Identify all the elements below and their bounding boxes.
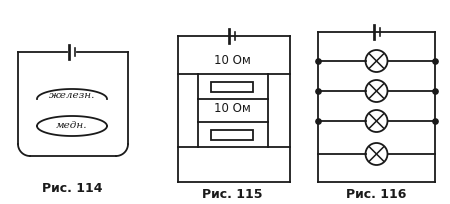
Text: железн.: железн. (49, 92, 95, 101)
Text: медн.: медн. (56, 122, 88, 131)
Text: Рис. 114: Рис. 114 (42, 182, 102, 194)
Text: Рис. 116: Рис. 116 (346, 187, 407, 201)
Bar (211, 82, 253, 92)
Text: 10 Ом: 10 Ом (214, 102, 251, 115)
Text: Рис. 115: Рис. 115 (202, 187, 262, 201)
Bar (211, 130, 253, 140)
Text: 10 Ом: 10 Ом (214, 54, 251, 68)
